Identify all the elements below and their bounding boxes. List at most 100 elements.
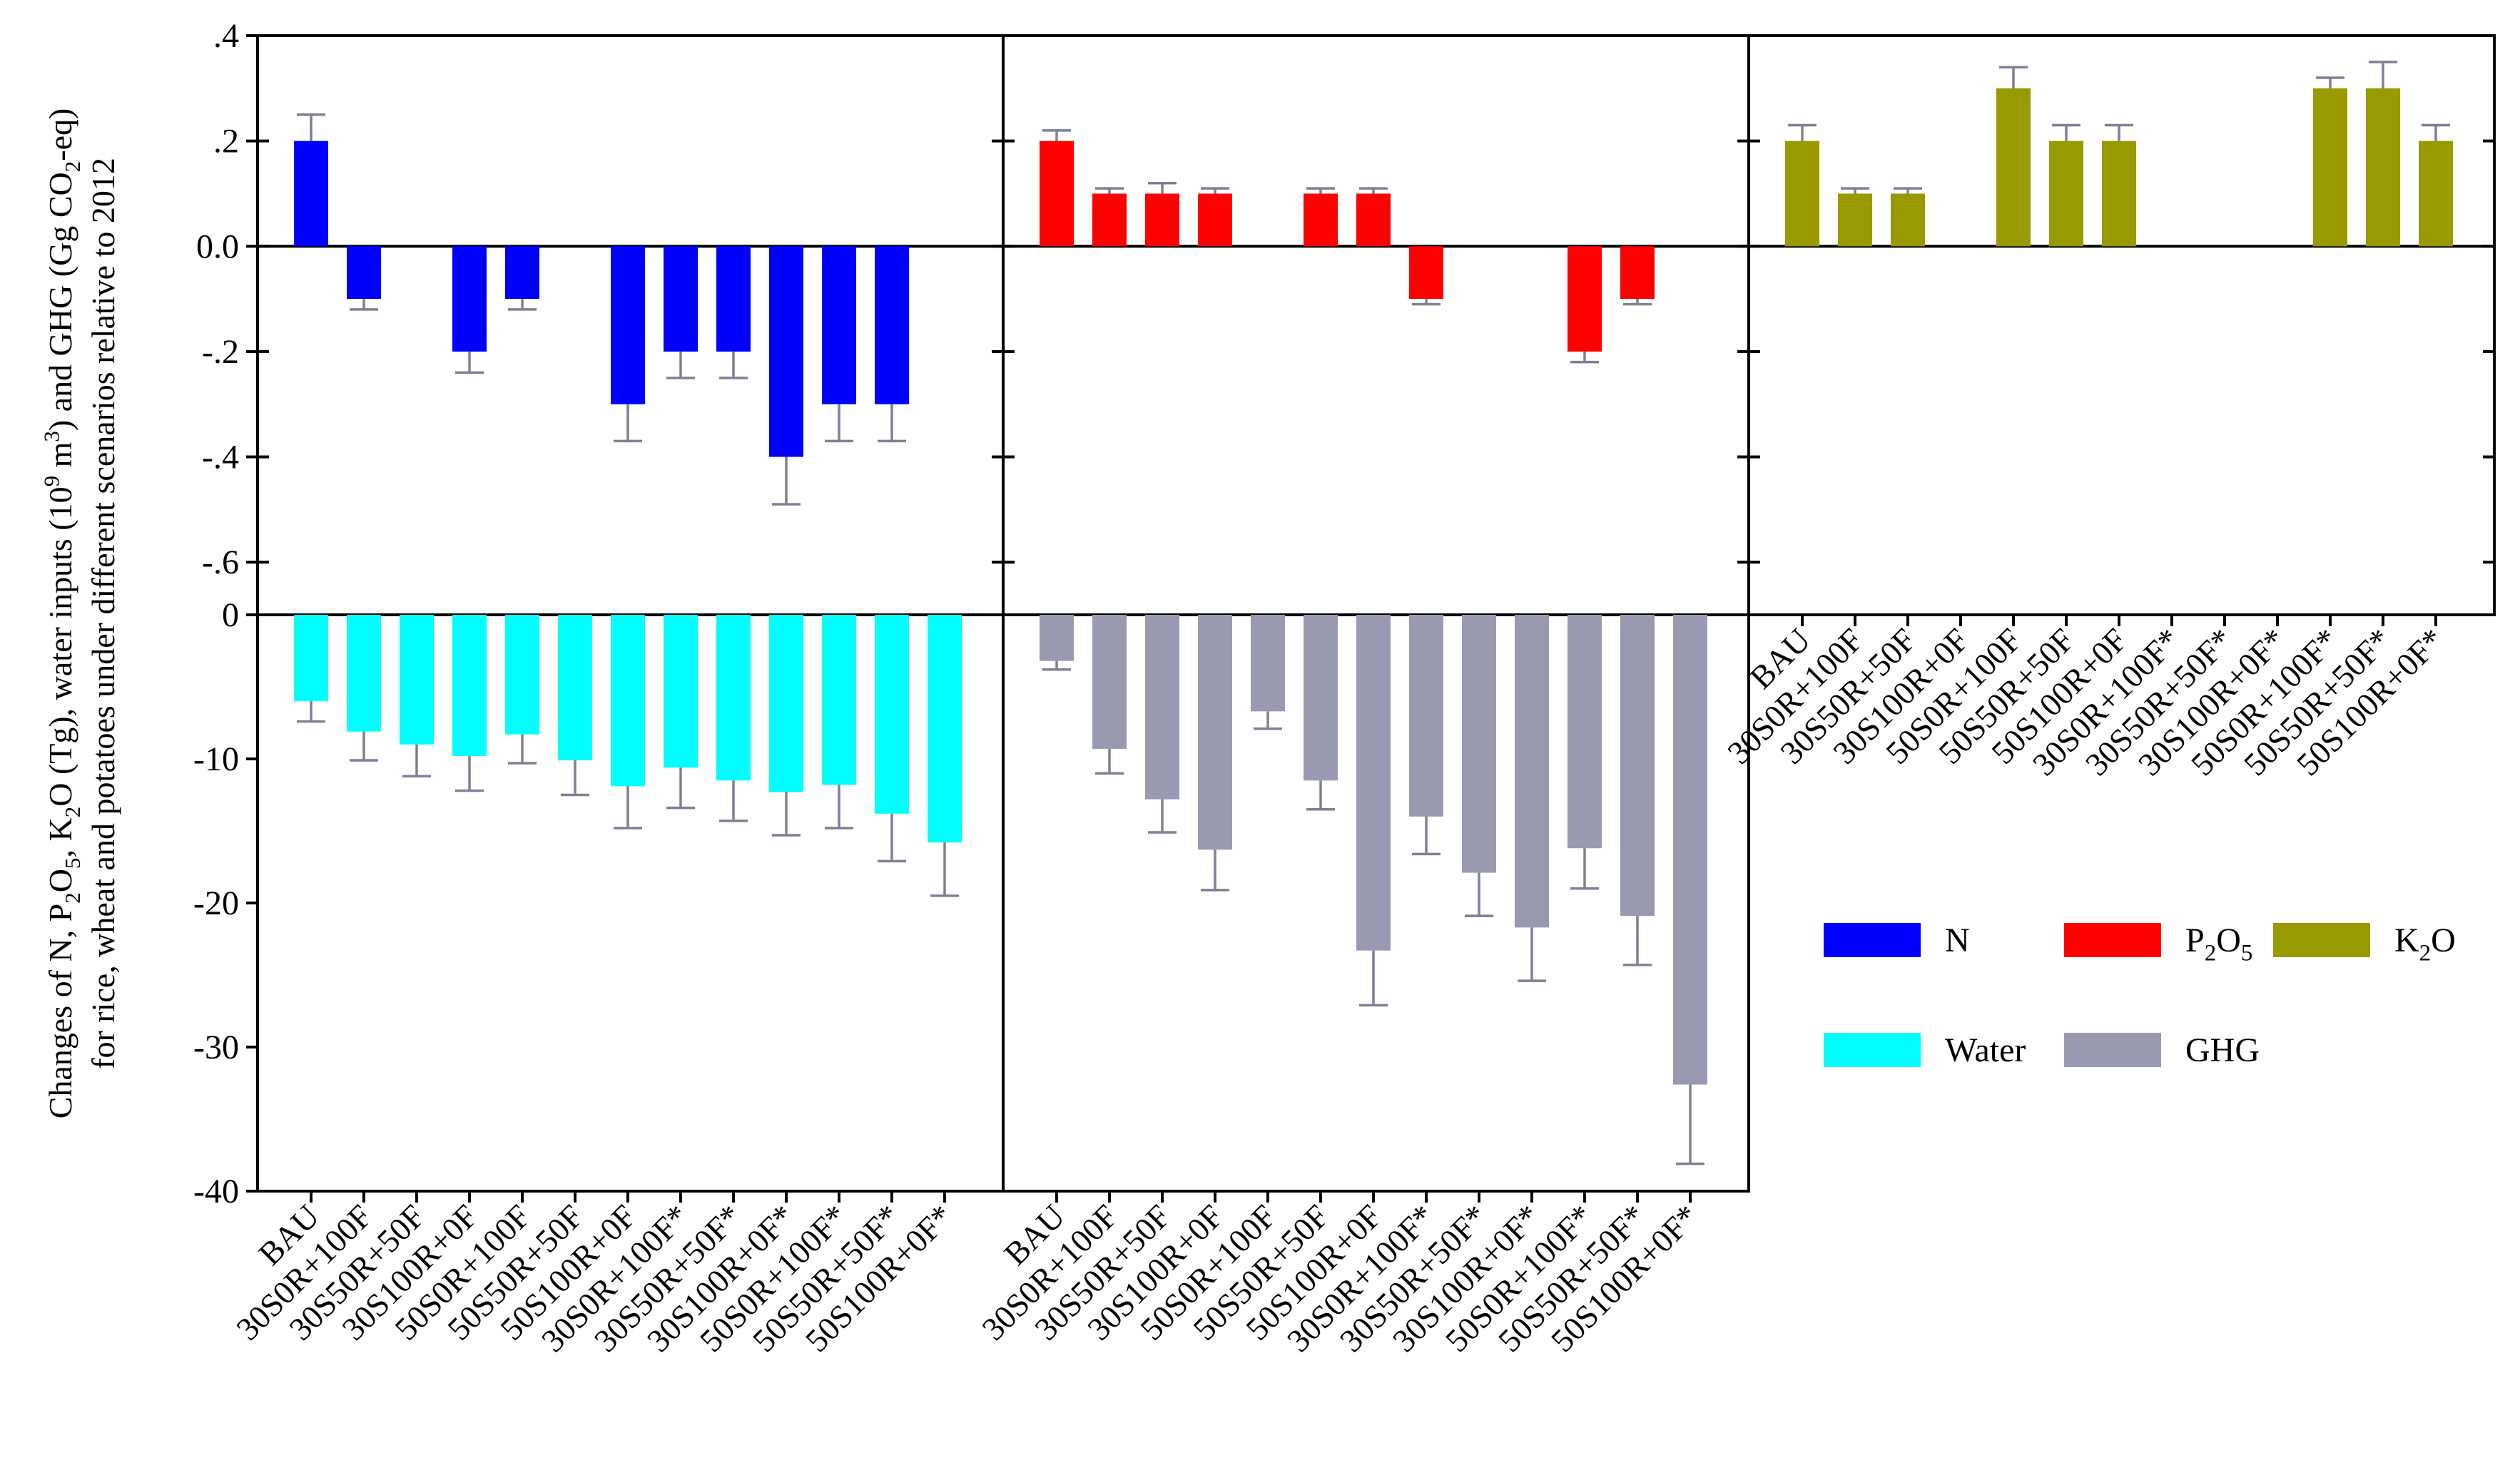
bar-k2o-10	[2313, 88, 2347, 247]
error-bar-n-9	[772, 456, 801, 506]
error-bar-p2o5-6	[1359, 187, 1388, 194]
bar-water-8	[716, 615, 751, 781]
error-bar-n-0	[297, 113, 325, 141]
error-bar-n-10	[825, 404, 853, 443]
bar-ghg-8	[1462, 615, 1496, 873]
error-bar-k2o-2	[1894, 187, 1922, 194]
bar-ghg-7	[1409, 615, 1443, 817]
bar-ghg-9	[1515, 615, 1549, 928]
error-bar-ghg-6	[1359, 950, 1388, 1007]
bar-n-4	[505, 246, 539, 300]
error-bar-ghg-10	[1570, 848, 1599, 890]
error-bar-k2o-12	[2422, 123, 2450, 141]
error-bar-n-6	[614, 404, 642, 443]
error-bar-ghg-1	[1095, 748, 1124, 775]
error-bar-water-9	[772, 792, 801, 837]
top-ytick-label: .4	[213, 17, 239, 55]
top-ytick-label: -.2	[202, 333, 239, 371]
bottom-ytick-label: -40	[193, 1173, 239, 1210]
error-bar-ghg-2	[1148, 799, 1177, 834]
error-bar-water-0	[297, 701, 325, 723]
bottom-ytick-label: -20	[193, 884, 239, 922]
error-bar-p2o5-5	[1306, 187, 1335, 194]
bar-n-1	[347, 246, 381, 300]
error-bar-water-1	[350, 731, 378, 762]
top-ytick-label: -.6	[202, 543, 239, 581]
error-bar-p2o5-3	[1201, 187, 1229, 194]
error-bar-k2o-11	[2369, 61, 2397, 88]
bar-k2o-5	[2049, 141, 2083, 247]
bar-n-10	[822, 246, 856, 404]
bar-water-7	[664, 615, 698, 768]
error-bar-water-2	[402, 744, 431, 777]
bar-k2o-1	[1838, 193, 1872, 247]
error-bar-water-7	[666, 767, 695, 810]
bar-ghg-10	[1568, 615, 1602, 849]
bar-ghg-1	[1092, 615, 1127, 749]
error-bar-p2o5-1	[1095, 187, 1124, 194]
bottom-panel-frame-1	[1002, 615, 1750, 1193]
legend-label-n: N	[1945, 922, 1970, 959]
bar-n-11	[875, 246, 909, 404]
bar-ghg-12	[1673, 615, 1707, 1085]
bar-k2o-2	[1891, 193, 1925, 247]
legend-label-p2o5: P2​O5​	[2185, 922, 2252, 966]
bar-k2o-12	[2419, 141, 2453, 247]
legend-label-water: Water	[1945, 1031, 2026, 1069]
error-bar-n-8	[719, 351, 748, 379]
error-bar-p2o5-7	[1412, 299, 1441, 306]
bottom-ytick-label: 0	[222, 596, 239, 634]
bar-n-9	[769, 246, 803, 457]
error-bar-p2o5-10	[1570, 351, 1599, 364]
error-bar-n-7	[666, 351, 695, 379]
error-bar-ghg-3	[1201, 849, 1229, 892]
legend-swatch-k2o	[2273, 923, 2370, 957]
bar-p2o5-11	[1620, 246, 1655, 300]
error-bar-k2o-5	[2052, 123, 2080, 141]
bar-ghg-0	[1040, 615, 1074, 661]
y-axis-label: Changes of N, P2​O5​, K2​O (Tg), water i…	[39, 108, 121, 1119]
top-ytick-label: .2	[213, 123, 239, 160]
error-bar-p2o5-0	[1042, 129, 1071, 141]
y-axis-label-line-0: Changes of N, P2​O5​, K2​O (Tg), water i…	[39, 108, 85, 1119]
bar-ghg-2	[1145, 615, 1179, 800]
error-bar-k2o-4	[1999, 66, 2028, 88]
error-bar-ghg-7	[1412, 816, 1441, 856]
bar-water-10	[822, 615, 856, 785]
error-bar-n-3	[455, 351, 484, 374]
bar-p2o5-10	[1568, 246, 1602, 352]
bar-n-6	[611, 246, 645, 404]
bar-p2o5-5	[1304, 193, 1338, 247]
error-bar-ghg-0	[1042, 660, 1071, 671]
bar-water-5	[558, 615, 592, 761]
y-axis-label-line-1: for rice, wheat and potatoes under diffe…	[85, 158, 121, 1069]
bar-water-11	[875, 615, 909, 814]
error-bar-n-11	[878, 404, 906, 443]
error-bar-p2o5-2	[1148, 181, 1177, 194]
legend-label-k2o: K2​O	[2394, 922, 2456, 966]
bar-k2o-0	[1785, 141, 1819, 247]
error-bar-k2o-0	[1788, 123, 1817, 141]
bar-ghg-5	[1304, 615, 1338, 781]
y-axis-ticks: .4 .2 0.0 -.2 -.4 -.6 0 -10 -20 -30 -40	[193, 17, 2494, 1210]
legend-swatch-ghg	[2064, 1033, 2161, 1067]
bar-water-0	[294, 615, 328, 702]
legend-swatch-water	[1824, 1033, 1921, 1067]
x-tick-labels: BAU30S0R+100F30S50R+50F30S100R+0F50S0R+1…	[229, 621, 2451, 1359]
bar-n-7	[664, 246, 698, 352]
error-bar-water-6	[614, 786, 642, 830]
bar-water-6	[611, 615, 645, 787]
legend-swatch-n	[1824, 923, 1921, 957]
bar-p2o5-3	[1198, 193, 1232, 247]
error-bar-water-8	[719, 780, 748, 822]
bar-water-1	[347, 615, 381, 732]
bar-n-8	[716, 246, 751, 352]
bar-p2o5-2	[1145, 193, 1179, 247]
error-bar-k2o-10	[2316, 76, 2344, 88]
bar-ghg-6	[1356, 615, 1391, 951]
error-bar-ghg-12	[1676, 1084, 1704, 1165]
legend-label-ghg: GHG	[2185, 1031, 2260, 1069]
error-bar-ghg-9	[1518, 927, 1546, 982]
bar-n-3	[452, 246, 487, 352]
